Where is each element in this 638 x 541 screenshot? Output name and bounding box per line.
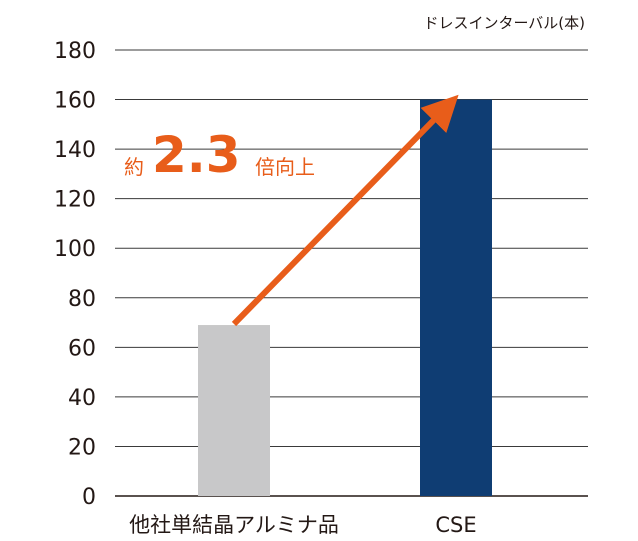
increase-arrow [231,94,459,327]
category-label: 他社単結晶アルミナ品 [129,513,339,537]
x-axis-categories: 他社単結晶アルミナ品 CSE [129,513,477,537]
y-tick-label: 180 [54,39,96,64]
improvement-annotation: 約 2.3 倍向上 [124,126,315,184]
bars [198,99,492,497]
bar-1 [420,99,492,497]
y-tick-label: 140 [54,138,96,163]
y-tick-label: 0 [82,485,96,510]
annotation-value: 2.3 [152,126,241,184]
annotation-suffix: 倍向上 [255,155,315,179]
annotation-prefix: 約 [124,155,144,179]
y-tick-label: 80 [68,287,96,312]
y-tick-label: 20 [68,435,96,460]
y-tick-label: 60 [68,336,96,361]
category-label: CSE [435,513,476,537]
grid-lines [115,49,588,497]
y-axis-ticks: 0 20 40 60 80 100 120 140 160 180 [54,39,96,510]
bar-0 [198,325,270,496]
y-tick-label: 100 [54,237,96,262]
y-tick-label: 160 [54,89,96,114]
y-tick-label: 120 [54,188,96,213]
unit-label: ドレスインターバル(本) [423,14,585,32]
y-tick-label: 40 [68,386,96,411]
